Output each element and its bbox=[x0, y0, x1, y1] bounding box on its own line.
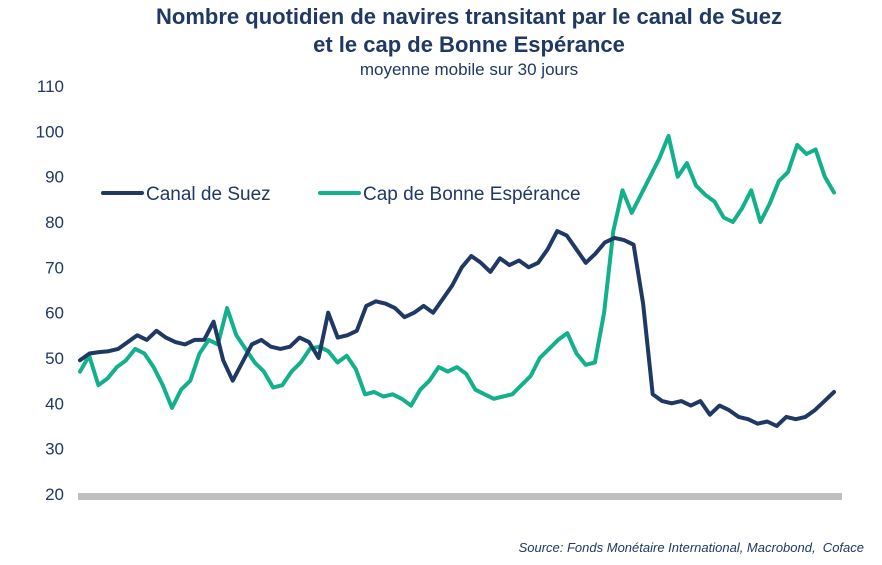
y-tick-label: 40 bbox=[45, 394, 64, 413]
y-tick-label: 30 bbox=[45, 440, 64, 459]
legend-label-suez: Canal de Suez bbox=[146, 184, 271, 205]
x-axis-bar bbox=[78, 493, 842, 500]
legend: Canal de Suez Cap de Bonne Espérance bbox=[101, 184, 581, 205]
chart-title-line2: et le cap de Bonne Espérance bbox=[313, 32, 625, 57]
y-tick-label: 20 bbox=[45, 485, 64, 504]
y-tick-label: 80 bbox=[45, 213, 64, 232]
y-axis-ticks: 110 100 90 80 70 60 50 40 30 20 bbox=[36, 77, 64, 504]
series-line-canal-de-suez bbox=[78, 229, 836, 428]
chart-subtitle: moyenne mobile sur 30 jours bbox=[359, 60, 579, 79]
y-tick-label: 60 bbox=[45, 304, 64, 323]
series-group bbox=[78, 133, 836, 428]
y-tick-label: 110 bbox=[37, 77, 64, 96]
y-tick-label: 90 bbox=[45, 168, 64, 187]
chart-title: Nombre quotidien de navires transitant p… bbox=[156, 4, 782, 29]
y-tick-label: 50 bbox=[45, 349, 64, 368]
series-line-cap-bonne-esperance bbox=[78, 133, 836, 410]
source-note: Source: Fonds Monétaire International, M… bbox=[518, 540, 864, 555]
y-tick-label: 70 bbox=[45, 258, 64, 277]
legend-label-cap: Cap de Bonne Espérance bbox=[363, 184, 581, 205]
y-tick-label: 100 bbox=[36, 122, 64, 141]
